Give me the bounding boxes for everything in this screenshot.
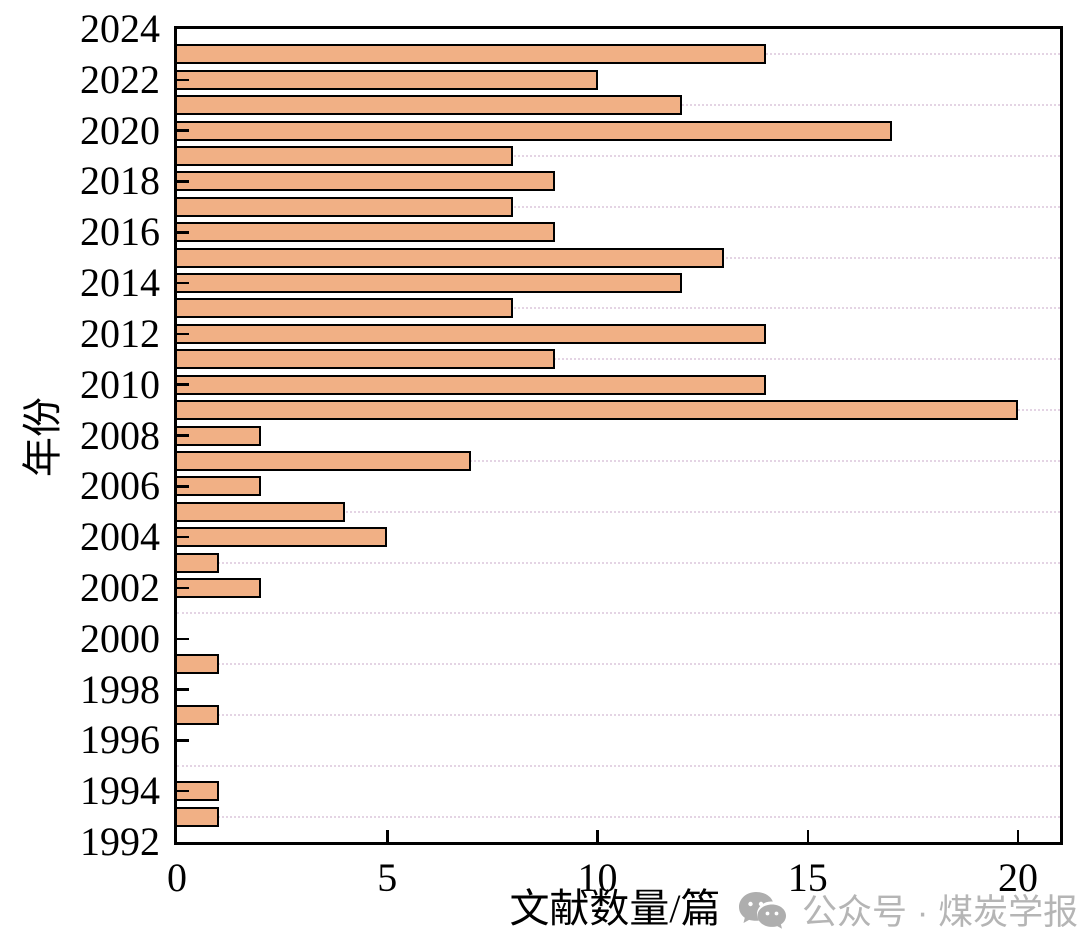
- bar-2019: [177, 146, 514, 167]
- x-tick-label-15: 15: [787, 855, 828, 900]
- wechat-icon: [736, 890, 790, 936]
- y-tick-label-2018: 2018: [80, 158, 160, 204]
- y-tick-label-2010: 2010: [80, 361, 160, 407]
- x-tick-15: [806, 830, 809, 842]
- bar-2003: [177, 552, 220, 573]
- bar-2022: [177, 69, 598, 90]
- y-tick-label-2002: 2002: [80, 564, 160, 610]
- bar-2009: [177, 400, 1018, 421]
- bar-2007: [177, 450, 472, 471]
- x-tick-10: [596, 830, 599, 842]
- y-tick-label-1994: 1994: [80, 768, 160, 814]
- y-tick-label-1998: 1998: [80, 666, 160, 712]
- y-tick-1998: [177, 688, 189, 691]
- gridline-1997: [177, 713, 1060, 716]
- bar-2015: [177, 247, 724, 268]
- gridline-1993: [177, 815, 1060, 818]
- gridline-2001: [177, 612, 1060, 615]
- plot-inner: [177, 29, 1060, 842]
- gridline-2005: [177, 510, 1060, 513]
- y-tick-label-2020: 2020: [80, 107, 160, 153]
- x-axis-title: 文献数量/篇: [509, 886, 721, 931]
- bar-2010: [177, 374, 766, 395]
- bar-1997: [177, 704, 220, 725]
- y-tick-label-2000: 2000: [80, 615, 160, 661]
- watermark: 公众号 · 煤炭学报: [736, 890, 1078, 936]
- y-tick-2018: [177, 180, 189, 183]
- bar-2012: [177, 323, 766, 344]
- y-tick-label-1992: 1992: [80, 819, 160, 864]
- bar-2021: [177, 95, 682, 116]
- gridline-2019: [177, 155, 1060, 158]
- y-tick-2006: [177, 485, 189, 488]
- bar-1999: [177, 654, 220, 675]
- y-tick-2004: [177, 535, 189, 539]
- y-tick-2010: [177, 383, 189, 386]
- y-tick-2020: [177, 129, 189, 132]
- bar-1993: [177, 806, 220, 827]
- bar-2002: [177, 577, 262, 598]
- watermark-text: 公众号 · 煤炭学报: [802, 893, 1079, 932]
- gridline-2017: [177, 205, 1060, 208]
- y-tick-label-2022: 2022: [80, 56, 160, 102]
- x-tick-label-10: 10: [577, 855, 618, 900]
- y-tick-2002: [177, 586, 189, 590]
- y-tick-label-2012: 2012: [80, 310, 160, 356]
- bar-2014: [177, 273, 682, 294]
- bar-2008: [177, 425, 262, 446]
- gridline-2003: [177, 561, 1060, 564]
- x-tick-label-5: 5: [377, 855, 398, 900]
- y-tick-1996: [177, 739, 189, 742]
- bar-2011: [177, 349, 556, 370]
- y-tick-label-2024: 2024: [80, 6, 160, 51]
- y-tick-label-1996: 1996: [80, 717, 160, 763]
- bar-2006: [177, 476, 262, 497]
- bar-2017: [177, 196, 514, 217]
- x-tick-20: [1016, 830, 1020, 842]
- bar-2023: [177, 44, 766, 65]
- y-tick-2000: [177, 637, 189, 640]
- bar-2013: [177, 298, 514, 319]
- y-tick-label-2008: 2008: [80, 412, 160, 458]
- bar-2018: [177, 171, 556, 192]
- x-tick-label-20: 20: [998, 855, 1038, 900]
- y-tick-1994: [177, 789, 189, 793]
- y-tick-label-2004: 2004: [80, 514, 160, 560]
- y-tick-2008: [177, 434, 189, 437]
- y-tick-2012: [177, 332, 189, 336]
- gridline-1999: [177, 663, 1060, 666]
- y-tick-label-2016: 2016: [80, 209, 160, 255]
- bar-2020: [177, 120, 892, 141]
- y-tick-label-2014: 2014: [80, 260, 160, 306]
- bar-2004: [177, 527, 388, 548]
- gridline-2013: [177, 307, 1060, 310]
- bar-2016: [177, 222, 556, 243]
- y-tick-2022: [177, 78, 189, 82]
- plot-area: [174, 26, 1063, 845]
- x-tick-5: [386, 830, 389, 842]
- y-tick-label-2006: 2006: [80, 463, 160, 509]
- bar-2005: [177, 501, 346, 522]
- bar-1994: [177, 781, 220, 802]
- x-tick-label-0: 0: [167, 855, 187, 900]
- gridline-2007: [177, 459, 1060, 462]
- gridline-1995: [177, 764, 1060, 767]
- y-tick-2014: [177, 281, 189, 285]
- y-tick-2016: [177, 231, 189, 234]
- gridline-2011: [177, 358, 1060, 361]
